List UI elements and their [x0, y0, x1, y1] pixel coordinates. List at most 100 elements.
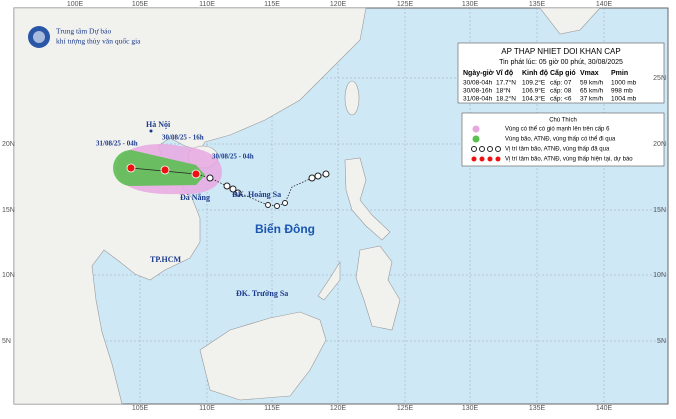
- lon-label: 105E: [132, 405, 149, 412]
- table-header: Vmax: [580, 70, 599, 77]
- table-cell: 1000 mb: [611, 80, 637, 87]
- table-cell: 104.3°E: [522, 95, 546, 103]
- lon-label: 100E: [67, 1, 84, 8]
- legend-label: Vị trí tâm bão, ATNĐ, vùng thấp hiện tại…: [505, 157, 633, 163]
- past-position: [206, 174, 214, 182]
- lon-label: 110E: [199, 1, 215, 8]
- track-label: 30/08/25 - 04h: [212, 153, 254, 161]
- place-label: ĐK. Hoàng Sa: [232, 190, 281, 199]
- org-name: khí tượng thủy văn quốc gia: [56, 37, 141, 46]
- table-header: Kinh độ: [522, 70, 548, 77]
- place-label: TP.HCM: [150, 255, 181, 264]
- forecast-position: [126, 163, 136, 173]
- table-cell: 18.2°N: [496, 95, 516, 103]
- table-cell: cấp: <6: [550, 94, 572, 103]
- past-position: [229, 185, 237, 193]
- info-title: AP THAP NHIET DOI KHAN CAP: [501, 47, 620, 56]
- table-cell: 17.7°N: [496, 79, 516, 87]
- lon-label: 125E: [397, 405, 414, 412]
- past-track: [195, 173, 327, 207]
- lon-label: 125E: [397, 1, 414, 8]
- lat-label: 10N: [653, 272, 666, 279]
- header: Trung tâm Dự báo khí tượng thủy văn quốc…: [28, 26, 141, 48]
- lat-label: 15N: [2, 207, 15, 214]
- lon-label: 135E: [529, 1, 546, 8]
- info-panel: [457, 42, 665, 104]
- legend-icon: [487, 156, 493, 162]
- lon-label: 130E: [462, 405, 479, 412]
- sea-label: Biển Đông: [255, 222, 315, 236]
- lat-label: 20N: [653, 141, 666, 148]
- lon-label: 120E: [330, 1, 347, 8]
- table-cell: 37 km/h: [580, 96, 604, 103]
- legend-title: Chú Thích: [549, 118, 577, 124]
- lon-label: 135E: [529, 405, 546, 412]
- track-label: 31/08/25 - 04h: [96, 140, 138, 148]
- axis-labels: 100E 105E 110E 115E 120E 125E 130E 135E 140E 105E…: [2, 1, 666, 412]
- place-label: Hà Nội: [146, 120, 171, 129]
- table-cell: cấp: 07: [550, 78, 572, 87]
- forecast-positions: [126, 163, 201, 179]
- table-cell: 59 km/h: [580, 80, 604, 87]
- table-header: Vĩ độ: [496, 70, 513, 77]
- table-cell: 30/08-04h: [463, 80, 493, 87]
- place-label: ĐK. Trường Sa: [236, 289, 288, 298]
- past-positions: [206, 170, 330, 209]
- track-label: 30/08/25 - 16h: [162, 134, 204, 142]
- city-dot: [149, 129, 153, 133]
- past-position: [308, 174, 316, 182]
- legend-swatch: [472, 135, 480, 143]
- lon-label: 110E: [199, 405, 215, 412]
- visayas-mindanao: [355, 245, 401, 331]
- legend-icon: [487, 146, 493, 152]
- past-position: [265, 202, 271, 208]
- past-position: [314, 172, 322, 180]
- lat-label: 5N: [2, 338, 11, 345]
- legend-icon: [479, 156, 485, 162]
- legend-panel: [461, 112, 665, 167]
- place-label: Đà Nẵng: [180, 193, 210, 202]
- legend-swatch: [471, 146, 501, 152]
- palawan: [317, 260, 341, 301]
- legend-label: Vùng bão, ATNĐ, vùng thấp có thể đi qua: [505, 136, 616, 143]
- lon-label: 140E: [596, 405, 613, 412]
- legend-label: Vị trí tâm bão, ATNĐ, vùng thấp đã qua: [505, 147, 610, 153]
- table-cell: 1004 mb: [611, 96, 637, 103]
- legend-icon: [471, 146, 477, 152]
- place-labels: Hà Nội Đà Nẵng TP.HCM ĐK. Hoàng Sa ĐK. T…: [96, 120, 315, 298]
- forecast-position: [160, 165, 170, 175]
- table-cell: 998 mb: [611, 88, 633, 95]
- table-cell: 30/08-16h: [463, 88, 493, 95]
- table-cell: 65 km/h: [580, 88, 604, 95]
- table-header: Cấp gió: [550, 69, 576, 77]
- legend-icon: [471, 156, 477, 162]
- legend-label: Vùng có thể có gió mạnh lên trên cấp 6: [505, 126, 610, 133]
- info-table: Ngày-giờ Vĩ độ Kinh độ Cấp gió Vmax Pmin 30/08…: [463, 69, 637, 103]
- past-position: [282, 200, 288, 206]
- legend-icon: [479, 146, 485, 152]
- mainland: [13, 7, 367, 405]
- legend: Chú Thích Vùng có thể có gió mạnh lên tr…: [461, 112, 665, 167]
- org-name: Trung tâm Dự báo: [56, 27, 111, 36]
- taiwan: [344, 80, 360, 116]
- lon-label: 115E: [264, 405, 280, 412]
- past-position: [234, 189, 242, 197]
- lat-label: 10N: [2, 272, 15, 279]
- lon-label: 140E: [596, 1, 613, 8]
- current-position: [191, 169, 201, 179]
- lon-label: 115E: [264, 1, 280, 8]
- legend-swatch: [471, 156, 501, 162]
- table-cell: 31/08-04h: [463, 96, 493, 103]
- legend-swatch: [472, 125, 480, 133]
- lat-label: 15N: [653, 207, 666, 214]
- table-cell: 18°N: [496, 87, 511, 95]
- luzon: [344, 157, 391, 241]
- info-issued: Tin phát lúc: 05 giờ 00 phút, 30/08/2025: [499, 59, 623, 66]
- past-position: [274, 203, 280, 209]
- info-box: AP THAP NHIET DOI KHAN CAP Tin phát lúc:…: [457, 42, 665, 104]
- japan: [539, 7, 601, 35]
- legend-icon: [495, 156, 501, 162]
- legend-icon: [495, 146, 501, 152]
- lon-label: 105E: [132, 1, 149, 8]
